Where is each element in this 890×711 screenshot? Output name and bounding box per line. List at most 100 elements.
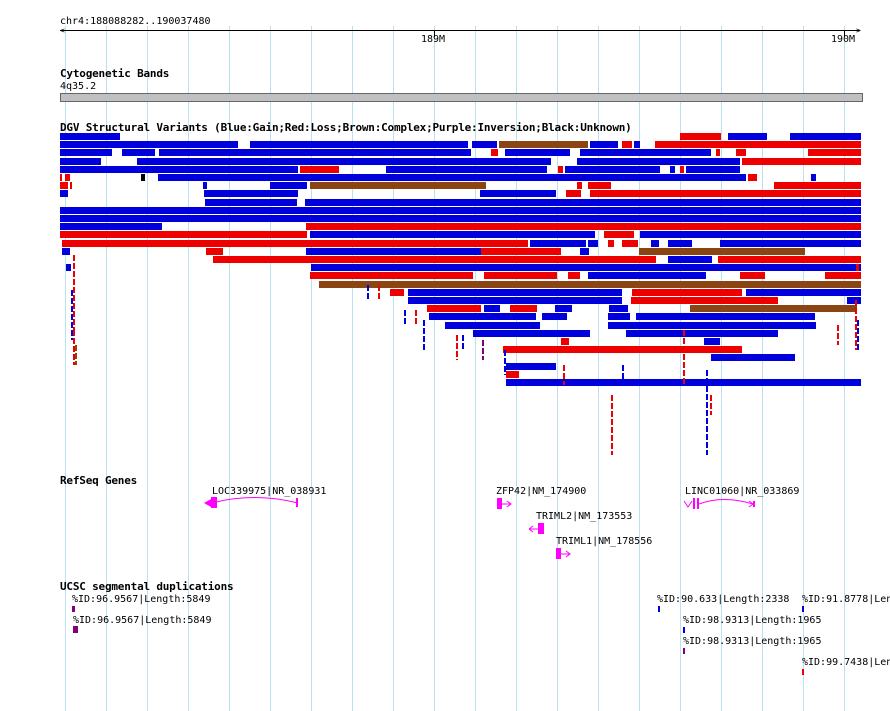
dgv-gain-variant[interactable] [408, 288, 622, 296]
dgv-loss-variant[interactable] [742, 157, 861, 165]
dgv-loss-variant[interactable] [510, 305, 537, 313]
dgv-gain-variant[interactable] [367, 285, 369, 300]
dgv-complex-variant[interactable] [310, 182, 486, 190]
dgv-gain-variant[interactable] [472, 141, 497, 149]
dgv-gain-variant[interactable] [530, 239, 586, 247]
dgv-gain-variant[interactable] [590, 141, 618, 149]
segdup-feature[interactable] [802, 606, 804, 612]
segdup-label[interactable]: %ID:98.9313|Length:1965 [683, 615, 822, 626]
segdup-feature[interactable] [683, 627, 685, 633]
dgv-loss-variant[interactable] [604, 231, 634, 239]
gene-label-loc339975[interactable]: LOC339975|NR_038931 [212, 486, 327, 497]
dgv-gain-variant[interactable] [670, 165, 675, 173]
dgv-gain-variant[interactable] [588, 239, 598, 247]
dgv-gain-variant[interactable] [711, 354, 795, 362]
dgv-loss-variant[interactable] [62, 239, 481, 247]
dgv-gain-variant[interactable] [706, 370, 708, 455]
dgv-loss-variant[interactable] [588, 182, 611, 190]
dgv-gain-variant[interactable] [609, 305, 628, 313]
dgv-loss-variant[interactable] [680, 165, 684, 173]
dgv-gain-variant[interactable] [668, 256, 712, 263]
segdup-label[interactable]: %ID:96.9567|Length:5849 [72, 594, 211, 605]
dgv-loss-variant[interactable] [558, 165, 563, 173]
dgv-gain-variant[interactable] [60, 133, 120, 140]
dgv-complex-variant[interactable] [499, 141, 588, 149]
dgv-gain-variant[interactable] [305, 198, 861, 206]
dgv-loss-variant[interactable] [73, 255, 75, 330]
dgv-loss-variant[interactable] [808, 149, 861, 157]
dgv-complex-variant[interactable] [690, 305, 857, 313]
gene-label-triml2[interactable]: TRIML2|NM_173553 [536, 511, 633, 522]
dgv-loss-variant[interactable] [65, 174, 70, 181]
dgv-gain-variant[interactable] [158, 174, 746, 181]
dgv-gain-variant[interactable] [555, 305, 572, 313]
dgv-gain-variant[interactable] [60, 223, 162, 231]
dgv-gain-variant[interactable] [122, 149, 155, 157]
dgv-gain-variant[interactable] [60, 149, 112, 157]
dgv-loss-variant[interactable] [427, 305, 481, 313]
dgv-gain-variant[interactable] [423, 320, 425, 350]
dgv-gain-variant[interactable] [634, 141, 640, 149]
dgv-loss-variant[interactable] [390, 288, 404, 296]
segdup-feature[interactable] [802, 669, 804, 675]
dgv-loss-variant[interactable] [710, 395, 712, 415]
dgv-gain-variant[interactable] [704, 338, 720, 345]
dgv-gain-variant[interactable] [580, 247, 589, 255]
dgv-gain-variant[interactable] [622, 365, 624, 385]
dgv-gain-variant[interactable] [60, 206, 861, 214]
dgv-loss-variant[interactable] [680, 133, 721, 140]
gene-model-linc01060[interactable] [683, 497, 758, 511]
dgv-gain-variant[interactable] [790, 133, 861, 140]
dgv-loss-variant[interactable] [568, 272, 580, 280]
cytoband-bar[interactable] [60, 93, 863, 102]
dgv-loss-variant[interactable] [632, 288, 742, 296]
dgv-gain-variant[interactable] [473, 329, 590, 337]
dgv-gain-variant[interactable] [60, 141, 238, 149]
gene-label-zfp42[interactable]: ZFP42|NM_174900 [496, 486, 587, 497]
gene-model-loc339975[interactable] [204, 496, 302, 510]
dgv-gain-variant[interactable] [60, 215, 861, 222]
dgv-gain-variant[interactable] [408, 297, 622, 304]
dgv-loss-variant[interactable] [577, 182, 582, 190]
dgv-loss-variant[interactable] [378, 285, 380, 300]
dgv-gain-variant[interactable] [270, 182, 307, 190]
dgv-gain-variant[interactable] [250, 141, 468, 149]
dgv-gain-variant[interactable] [480, 190, 556, 198]
dgv-gain-variant[interactable] [608, 313, 630, 321]
dgv-loss-variant[interactable] [718, 256, 861, 263]
dgv-gain-variant[interactable] [311, 264, 861, 272]
dgv-complex-variant[interactable] [75, 345, 77, 365]
segdup-feature[interactable] [683, 648, 685, 654]
dgv-gain-variant[interactable] [626, 329, 778, 337]
segdup-label[interactable]: %ID:96.9567|Length:5849 [73, 615, 212, 626]
dgv-gain-variant[interactable] [429, 313, 536, 321]
dgv-loss-variant[interactable] [563, 365, 565, 385]
dgv-gain-variant[interactable] [577, 157, 740, 165]
dgv-loss-variant[interactable] [740, 272, 765, 280]
dgv-loss-variant[interactable] [855, 300, 857, 350]
dgv-loss-variant[interactable] [60, 174, 62, 181]
dgv-loss-variant[interactable] [825, 272, 861, 280]
dgv-loss-variant[interactable] [300, 165, 339, 173]
dgv-gain-variant[interactable] [505, 149, 570, 157]
dgv-loss-variant[interactable] [566, 190, 581, 198]
dgv-gain-variant[interactable] [310, 231, 595, 239]
dgv-complex-variant[interactable] [319, 280, 861, 288]
dgv-complex-variant[interactable] [639, 247, 805, 255]
dgv-gain-variant[interactable] [306, 247, 481, 255]
dgv-gain-variant[interactable] [60, 190, 68, 198]
dgv-loss-variant[interactable] [481, 247, 561, 255]
dgv-gain-variant[interactable] [203, 182, 207, 190]
segdup-label[interactable]: %ID:98.9313|Length:1965 [683, 636, 822, 647]
dgv-loss-variant[interactable] [206, 247, 223, 255]
dgv-loss-variant[interactable] [73, 330, 75, 365]
gene-model-triml2[interactable] [529, 522, 547, 536]
dgv-gain-variant[interactable] [159, 149, 471, 157]
dgv-gain-variant[interactable] [137, 157, 551, 165]
dgv-loss-variant[interactable] [491, 149, 498, 157]
segdup-label[interactable]: %ID:91.8778|Len [802, 594, 890, 605]
dgv-gain-variant[interactable] [651, 239, 659, 247]
dgv-gain-variant[interactable] [60, 165, 298, 173]
dgv-loss-variant[interactable] [837, 325, 839, 345]
segdup-feature[interactable] [73, 626, 78, 633]
